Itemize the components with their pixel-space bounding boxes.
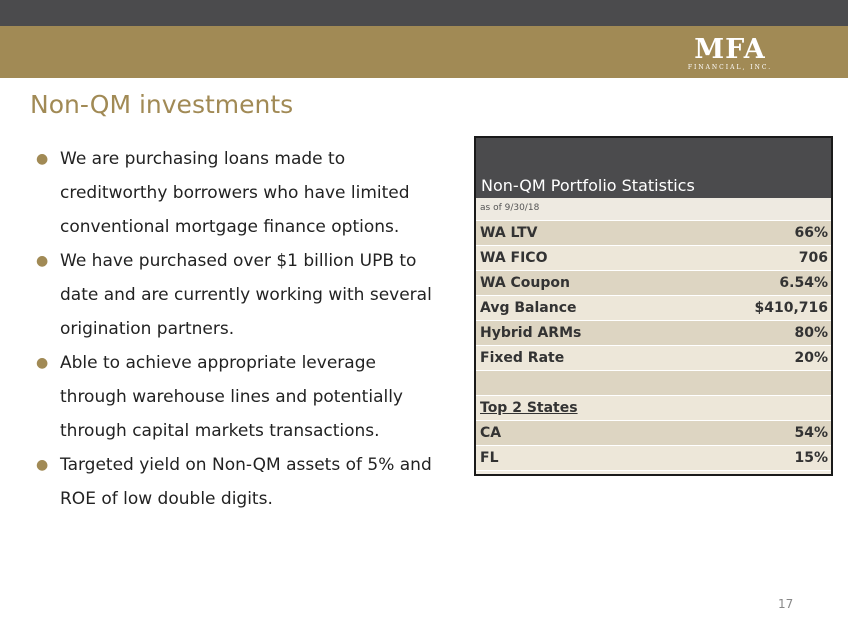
stats-row-section-heading: Top 2 States bbox=[476, 396, 831, 421]
stats-row: FL 15% bbox=[476, 446, 831, 471]
slide-title: Non-QM investments bbox=[30, 90, 294, 119]
stats-header: Non-QM Portfolio Statistics bbox=[476, 138, 831, 198]
stats-title: Non-QM Portfolio Statistics bbox=[481, 176, 695, 195]
bullet-item: ● Targeted yield on Non-QM assets of 5% a… bbox=[36, 448, 446, 516]
stats-row: WA Coupon 6.54% bbox=[476, 271, 831, 296]
stats-as-of-date: as of 9/30/18 bbox=[476, 198, 831, 221]
top-bar bbox=[0, 0, 848, 26]
bullet-dot-icon: ● bbox=[36, 355, 49, 371]
stats-row: CA 54% bbox=[476, 421, 831, 446]
bullet-item: ● We have purchased over $1 billion UPB t… bbox=[36, 244, 446, 346]
stats-row: Fixed Rate 20% bbox=[476, 346, 831, 371]
bullet-dot-icon: ● bbox=[36, 457, 49, 473]
page-number: 17 bbox=[778, 597, 794, 611]
bullet-dot-icon: ● bbox=[36, 253, 49, 269]
stats-row: WA FICO 706 bbox=[476, 246, 831, 271]
mfa-logo: MFA FINANCIAL, INC. bbox=[674, 36, 786, 72]
header-band bbox=[0, 26, 848, 78]
bullet-dot-icon: ● bbox=[36, 151, 49, 167]
stats-row: Avg Balance $410,716 bbox=[476, 296, 831, 321]
logo-subtitle: FINANCIAL, INC. bbox=[687, 64, 773, 71]
bullet-list: ● We are purchasing loans made to creditw… bbox=[36, 142, 446, 516]
bullet-item: ● We are purchasing loans made to creditw… bbox=[36, 142, 446, 244]
logo-mark: MFA bbox=[694, 34, 766, 65]
stats-row-spacer bbox=[476, 371, 831, 396]
bullet-item: ● Able to achieve appropriate leverage th… bbox=[36, 346, 446, 448]
stats-row: Hybrid ARMs 80% bbox=[476, 321, 831, 346]
portfolio-stats-table: Non-QM Portfolio Statistics as of 9/30/1… bbox=[474, 136, 833, 476]
stats-row: WA LTV 66% bbox=[476, 221, 831, 246]
